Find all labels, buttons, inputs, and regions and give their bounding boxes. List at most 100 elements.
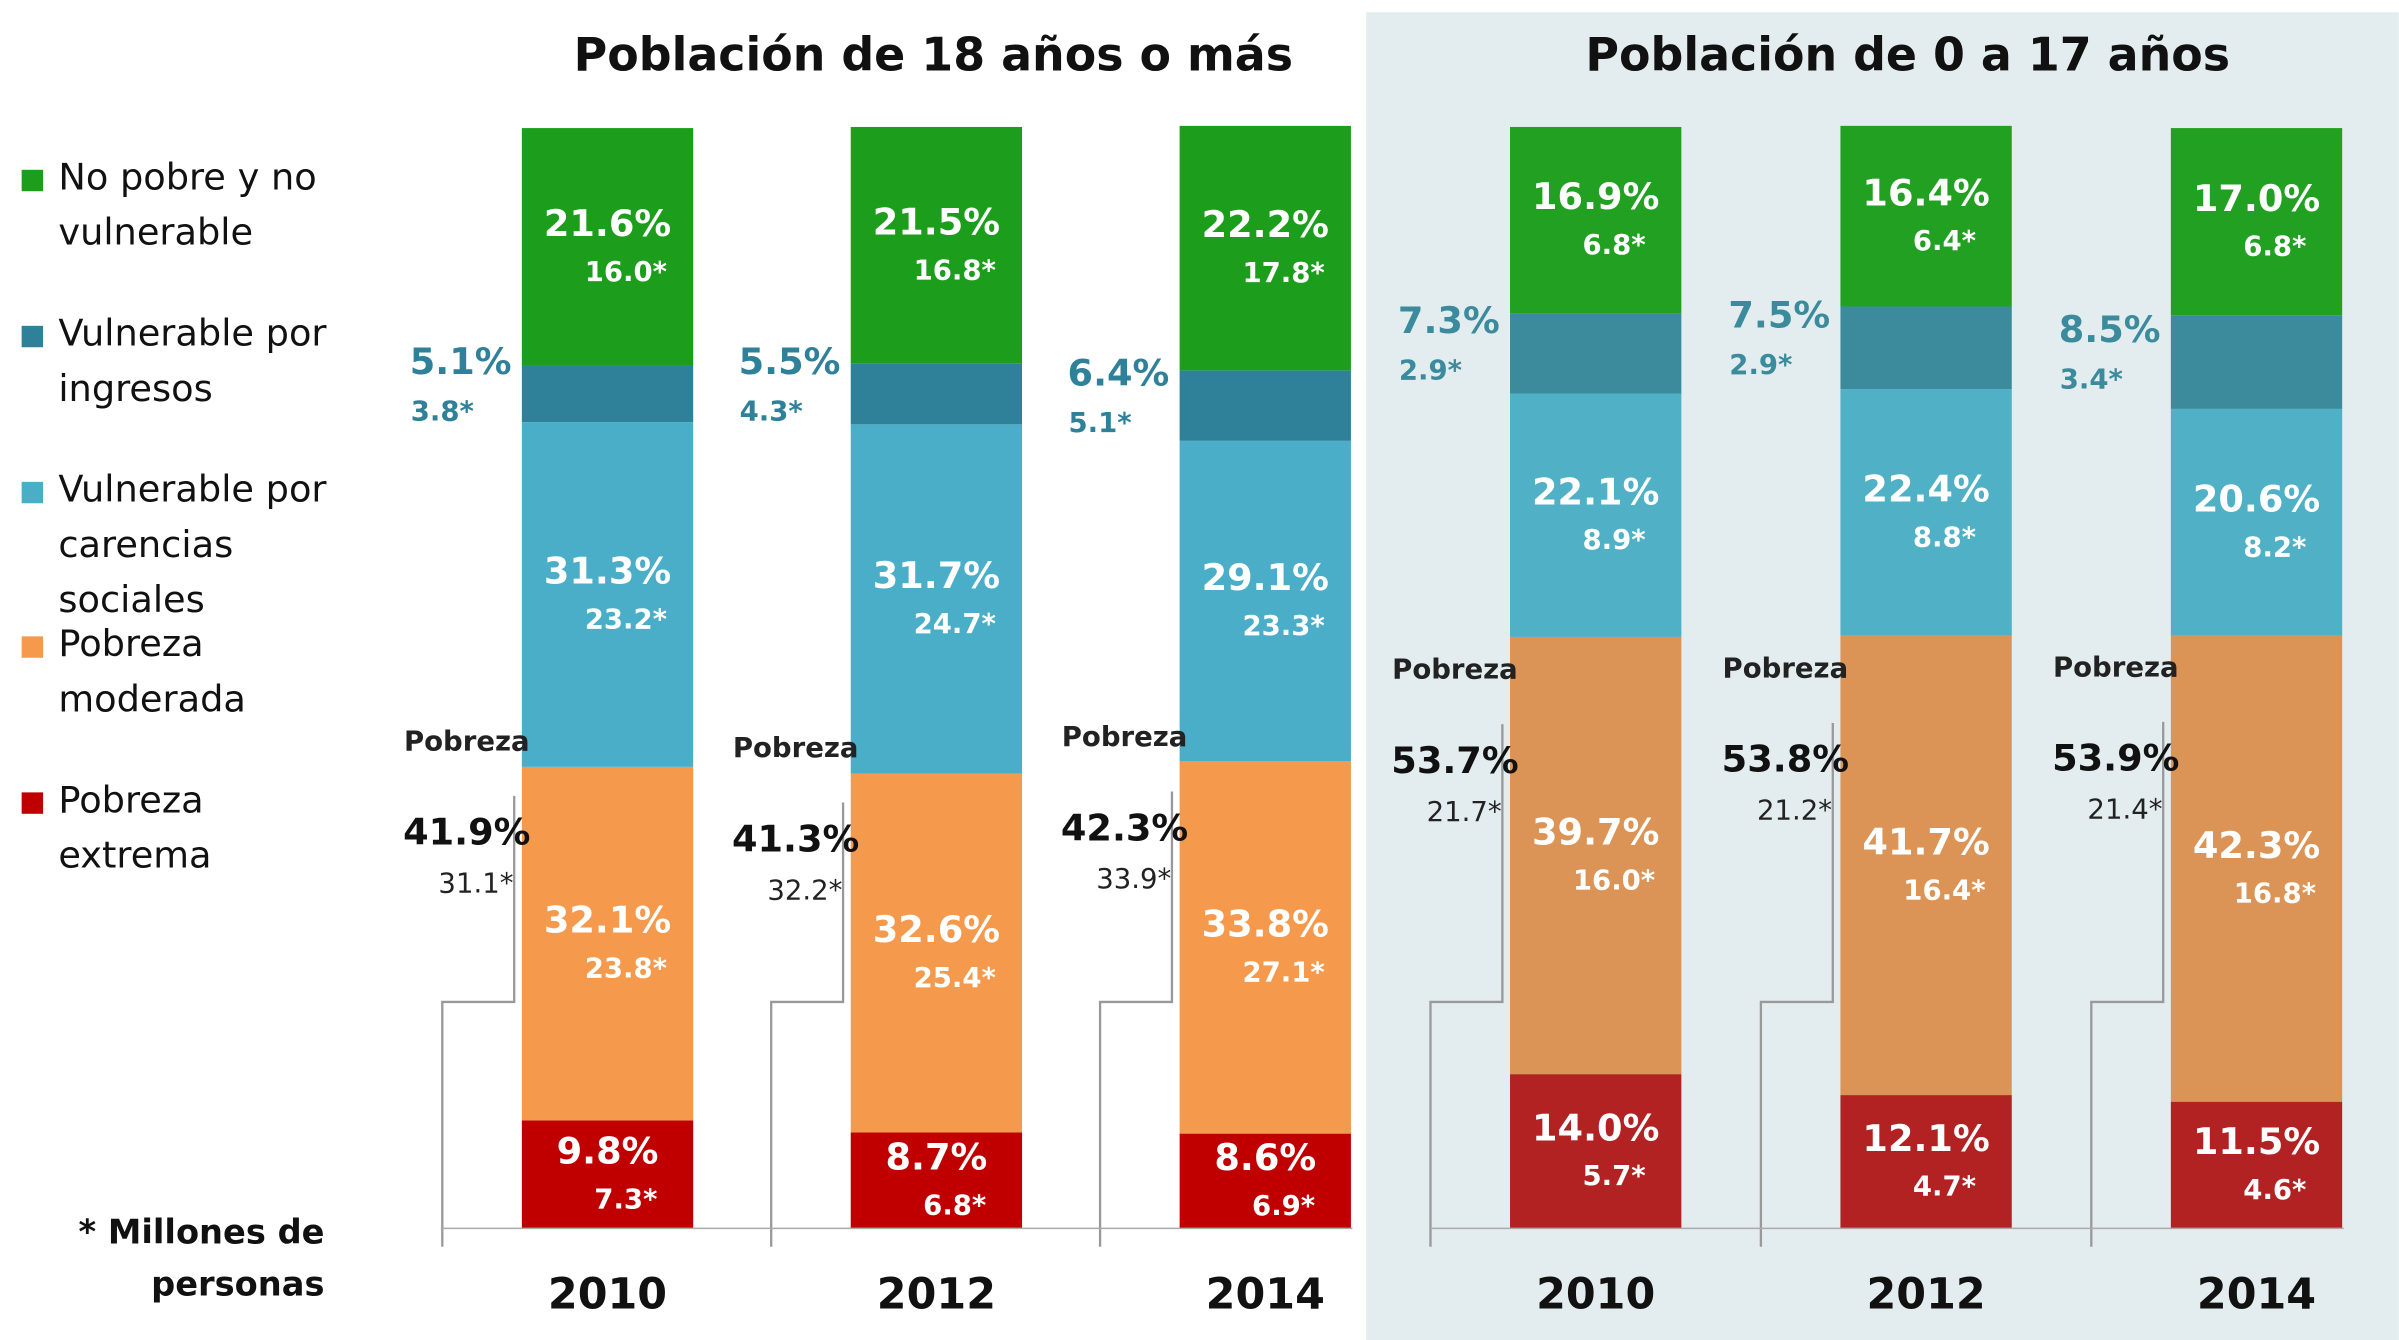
millions-label: 8.8* bbox=[1913, 521, 1976, 553]
bar-segment bbox=[1510, 126, 1682, 314]
millions-label: 16.8* bbox=[2234, 878, 2316, 910]
bar-segment bbox=[1179, 1133, 1351, 1229]
poverty-bracket bbox=[1759, 722, 1834, 1247]
poverty-label: Pobreza bbox=[1392, 654, 1518, 686]
legend-item: Pobreza moderada bbox=[58, 622, 246, 721]
millions-label: 7.3* bbox=[594, 1183, 657, 1215]
footnote-box: * Millones de personas bbox=[78, 1214, 325, 1305]
value-label: 12.1% bbox=[1862, 1117, 1989, 1160]
millions-label: 16.0* bbox=[585, 256, 667, 288]
value-label: 22.1% bbox=[1532, 470, 1659, 513]
value-label: 29.1% bbox=[1202, 556, 1329, 599]
poverty-millions: 32.2* bbox=[767, 874, 842, 906]
bar-segment bbox=[1179, 370, 1351, 441]
poverty-value: 53.8% bbox=[1722, 738, 1849, 781]
millions-label: 2.9* bbox=[1399, 355, 1462, 387]
value-label: 21.6% bbox=[544, 202, 671, 245]
legend-item: Pobreza extrema bbox=[58, 778, 212, 877]
bar-segment bbox=[1510, 636, 1682, 1075]
bar-segment bbox=[1510, 313, 1682, 394]
value-label: 39.7% bbox=[1532, 811, 1659, 854]
value-label: 5.1% bbox=[410, 340, 512, 383]
footnote: * Millones de personas bbox=[78, 1214, 325, 1305]
value-label: 32.6% bbox=[873, 908, 1000, 951]
millions-label: 6.8* bbox=[2243, 231, 2306, 263]
bar-segment bbox=[850, 363, 1023, 425]
poverty-bracket bbox=[770, 802, 845, 1247]
bar-segment bbox=[850, 424, 1023, 774]
value-label: 17.0% bbox=[2193, 177, 2320, 220]
bar-segment bbox=[2170, 128, 2343, 316]
bar-segment bbox=[2170, 1101, 2343, 1229]
value-label: 31.3% bbox=[544, 550, 671, 593]
legend-item: No pobre y no vulnerable bbox=[58, 156, 316, 254]
bar-segment bbox=[1840, 125, 2012, 307]
legend-swatch bbox=[21, 481, 44, 504]
millions-label: 23.2* bbox=[585, 603, 667, 635]
bar-segment bbox=[1510, 393, 1682, 637]
millions-label: 16.4* bbox=[1903, 874, 1985, 906]
bar-segment bbox=[2170, 635, 2343, 1102]
legend-label: Pobreza moderada bbox=[58, 622, 246, 721]
millions-label: 5.1* bbox=[1069, 407, 1132, 439]
bar-segment bbox=[1510, 1074, 1682, 1229]
chart-title: Población de 18 años o más bbox=[574, 28, 1293, 82]
millions-label: 24.7* bbox=[914, 608, 996, 640]
bar-segment bbox=[521, 365, 694, 423]
millions-label: 6.9* bbox=[1252, 1190, 1315, 1222]
legend-swatch bbox=[21, 792, 44, 814]
value-label: 16.9% bbox=[1532, 175, 1659, 218]
bar-segment bbox=[1840, 306, 2012, 390]
value-label: 32.1% bbox=[544, 899, 671, 942]
legend-swatch bbox=[21, 169, 44, 192]
millions-label: 27.1* bbox=[1242, 956, 1324, 988]
poverty-millions: 21.2* bbox=[1757, 795, 1832, 827]
bar-segment bbox=[521, 128, 694, 366]
poverty-millions: 31.1* bbox=[438, 868, 513, 900]
millions-label: 2.9* bbox=[1729, 349, 1792, 381]
value-label: 41.7% bbox=[1862, 821, 1989, 864]
value-label: 22.4% bbox=[1862, 468, 1989, 511]
value-label: 22.2% bbox=[1202, 203, 1329, 246]
x-tick-label: 2014 bbox=[2197, 1270, 2316, 1320]
millions-label: 25.4* bbox=[914, 962, 996, 994]
bar-segment bbox=[850, 126, 1023, 364]
bar-segment bbox=[1840, 1095, 2012, 1229]
value-label: 16.4% bbox=[1862, 171, 1989, 214]
x-tick-label: 2010 bbox=[1536, 1270, 1655, 1320]
value-label: 31.7% bbox=[873, 554, 1000, 597]
poverty-bracket bbox=[2090, 721, 2165, 1247]
poverty-value: 42.3% bbox=[1061, 806, 1188, 849]
bar-segment bbox=[521, 422, 694, 767]
millions-label: 17.8* bbox=[1242, 257, 1324, 289]
poverty-value: 53.7% bbox=[1391, 739, 1518, 782]
millions-label: 3.8* bbox=[411, 395, 474, 427]
legend-label: Vulnerable por carencias sociales bbox=[58, 468, 327, 622]
bar-segment bbox=[521, 766, 694, 1121]
legend-label: Vulnerable por ingresos bbox=[58, 312, 327, 410]
bar-segment bbox=[2170, 408, 2343, 636]
millions-label: 4.6* bbox=[2243, 1174, 2306, 1206]
millions-label: 3.4* bbox=[2060, 363, 2123, 395]
millions-label: 23.3* bbox=[1242, 610, 1324, 642]
bar-segment bbox=[1179, 761, 1351, 1134]
bar-segment bbox=[1840, 635, 2012, 1096]
millions-label: 16.0* bbox=[1573, 865, 1655, 897]
poverty-bracket bbox=[1098, 791, 1174, 1247]
millions-label: 6.8* bbox=[1582, 229, 1645, 261]
poverty-millions: 33.9* bbox=[1096, 863, 1171, 895]
poverty-label: Pobreza bbox=[1723, 652, 1849, 684]
legend-label: Pobreza extrema bbox=[58, 778, 212, 877]
millions-label: 23.8* bbox=[585, 953, 667, 985]
value-label: 33.8% bbox=[1202, 903, 1329, 946]
value-label: 8.5% bbox=[2059, 308, 2161, 351]
bar-segment bbox=[850, 1132, 1023, 1229]
bar-segment bbox=[521, 1120, 694, 1229]
millions-label: 8.9* bbox=[1582, 524, 1645, 556]
millions-label: 8.2* bbox=[2243, 531, 2306, 563]
value-label: 21.5% bbox=[873, 200, 1000, 243]
poverty-bracket bbox=[1429, 724, 1504, 1247]
value-label: 6.4% bbox=[1068, 352, 1170, 395]
poverty-bracket bbox=[441, 795, 516, 1247]
